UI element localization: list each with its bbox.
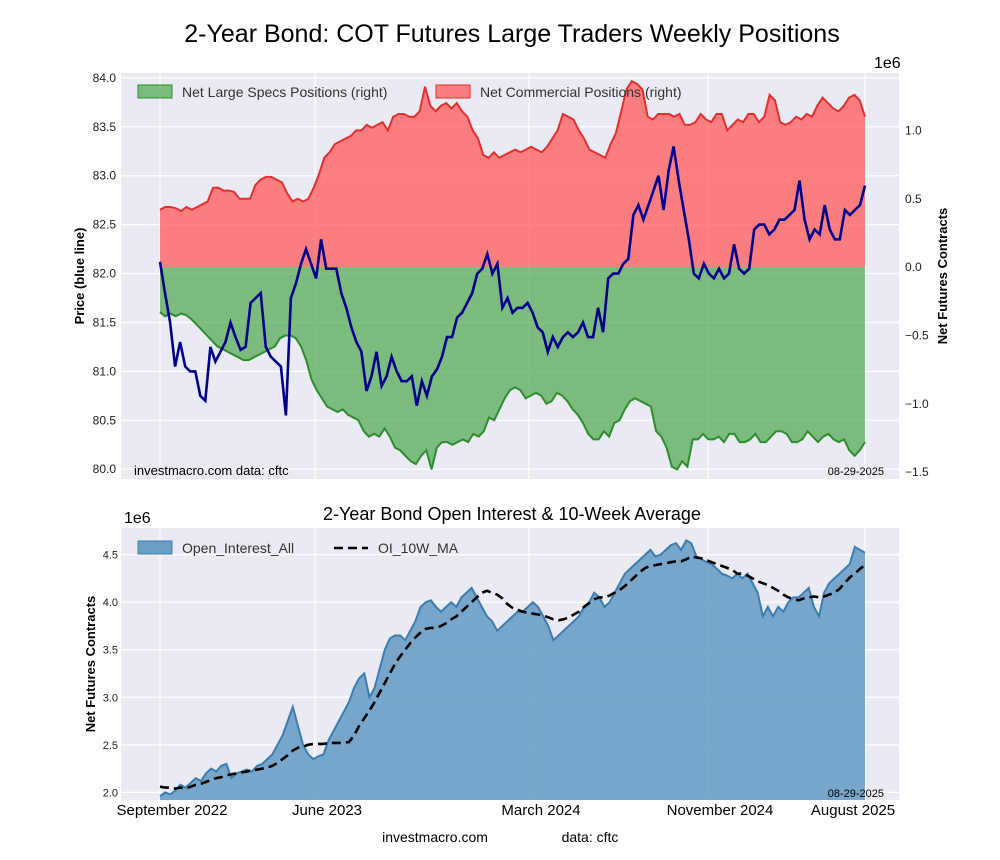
price-line bbox=[158, 146, 867, 416]
top-right-tick-label: 0.5 bbox=[905, 192, 922, 206]
top-right-tick-label: −1.0 bbox=[905, 397, 929, 411]
bottom-y-tick-label: 3.0 bbox=[103, 692, 118, 704]
bottom-x-tick-label: March 2024 bbox=[501, 802, 580, 819]
top-chart-panel: 80.0 80.5 81.0 81.5 82.0 82.5 83.0 83.5 84.0 −1.… bbox=[72, 55, 950, 479]
legend-label-ma: OI_10W_MA bbox=[378, 540, 459, 556]
bottom-legend: Open_Interest_All OI_10W_MA bbox=[137, 540, 459, 556]
open-interest-area bbox=[160, 540, 865, 800]
bottom-y-tick-label: 4.0 bbox=[103, 597, 118, 609]
open-interest-line bbox=[159, 539, 866, 798]
footer-site: investmacro.com bbox=[382, 829, 488, 845]
top-left-axis-label: Price (blue line) bbox=[72, 228, 87, 325]
top-right-tick-label: −1.5 bbox=[905, 465, 929, 479]
top-left-tick-label: 81.0 bbox=[93, 364, 117, 378]
net-large-specs-line bbox=[159, 311, 866, 471]
top-left-tick-label: 82.5 bbox=[93, 218, 117, 232]
bottom-date-note: 08-29-2025 bbox=[828, 788, 884, 800]
net-large-specs-area bbox=[160, 267, 865, 470]
net-commercial-area bbox=[160, 81, 865, 268]
top-left-tick-label: 83.0 bbox=[93, 169, 117, 183]
bottom-y-multiplier: 1e6 bbox=[124, 510, 151, 527]
legend-label-open-interest: Open_Interest_All bbox=[182, 540, 294, 556]
bottom-y-tick-label: 2.5 bbox=[103, 740, 118, 752]
top-left-tick-label: 80.0 bbox=[93, 462, 117, 476]
legend-swatch-commercial bbox=[435, 84, 471, 99]
top-right-tick-label: 0.0 bbox=[905, 260, 922, 274]
footer-data: data: cftc bbox=[562, 829, 619, 845]
top-right-tick-label: 1.0 bbox=[905, 123, 922, 137]
bottom-y-axis-ticks: 2.0 2.5 3.0 3.5 4.0 4.5 bbox=[103, 550, 118, 800]
top-left-tick-label: 84.0 bbox=[93, 71, 117, 85]
top-left-tick-label: 80.5 bbox=[93, 413, 117, 427]
top-right-tick-label: −0.5 bbox=[905, 328, 929, 342]
top-left-axis-ticks: 80.0 80.5 81.0 81.5 82.0 82.5 83.0 83.5 84.0 bbox=[93, 71, 117, 476]
top-right-axis-ticks: −1.5 −1.0 −0.5 0.0 0.5 1.0 bbox=[905, 123, 929, 479]
oi-10w-ma-line bbox=[159, 555, 866, 790]
bottom-x-tick-label: August 2025 bbox=[811, 802, 895, 819]
bottom-y-tick-label: 2.0 bbox=[103, 787, 118, 799]
bottom-x-axis-ticks: September 2022 June 2023 March 2024 Novembe… bbox=[117, 802, 896, 819]
bottom-chart-title: 2-Year Bond Open Interest & 10-Week Aver… bbox=[323, 504, 701, 524]
net-commercial-line bbox=[159, 79, 866, 213]
top-left-tick-label: 82.0 bbox=[93, 267, 117, 281]
legend-swatch-open-interest bbox=[137, 540, 173, 555]
top-left-tick-label: 83.5 bbox=[93, 120, 117, 134]
top-source-note: investmacro.com data: cftc bbox=[134, 463, 289, 478]
top-right-axis-label: Net Futures Contracts bbox=[935, 208, 950, 345]
legend-swatch-specs bbox=[137, 84, 173, 99]
top-legend: Net Large Specs Positions (right) Net Co… bbox=[137, 84, 682, 100]
bottom-y-tick-label: 3.5 bbox=[103, 645, 118, 657]
bottom-y-axis-label: Net Futures Contracts bbox=[83, 596, 98, 733]
bottom-x-tick-label: November 2024 bbox=[667, 802, 774, 819]
top-left-tick-label: 81.5 bbox=[93, 315, 117, 329]
bottom-x-tick-label: June 2023 bbox=[292, 802, 362, 819]
legend-label-commercial: Net Commercial Positions (right) bbox=[480, 84, 682, 100]
top-date-note: 08-29-2025 bbox=[828, 466, 884, 478]
legend-label-specs: Net Large Specs Positions (right) bbox=[182, 84, 387, 100]
bottom-chart-panel: 2-Year Bond Open Interest & 10-Week Aver… bbox=[83, 504, 899, 845]
page-title: 2-Year Bond: COT Futures Large Traders W… bbox=[184, 20, 840, 48]
bottom-x-tick-label: September 2022 bbox=[117, 802, 228, 819]
bottom-y-tick-label: 4.5 bbox=[103, 550, 118, 562]
top-right-multiplier: 1e6 bbox=[874, 55, 901, 72]
